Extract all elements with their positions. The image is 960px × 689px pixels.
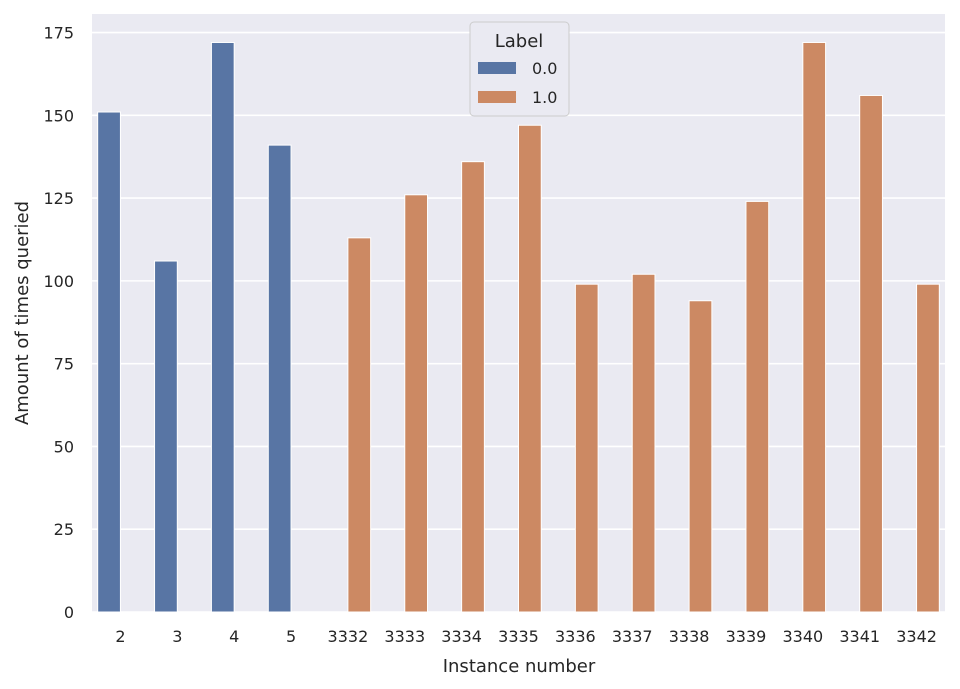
y-tick-label: 75	[54, 355, 74, 374]
legend-title: Label	[495, 31, 544, 52]
bar-3334	[461, 161, 485, 613]
bar-3340	[802, 41, 827, 613]
x-tick-label: 3341	[839, 627, 880, 646]
x-tick-label: 2	[115, 627, 125, 646]
x-tick-label: 3333	[384, 627, 425, 646]
bar-2	[97, 111, 121, 613]
x-tick-label: 3340	[782, 627, 823, 646]
x-tick-label: 4	[229, 627, 239, 646]
bar-3333	[404, 194, 429, 613]
x-tick-label: 3338	[669, 627, 710, 646]
y-tick-label: 100	[43, 272, 74, 291]
y-tick-label: 150	[43, 106, 74, 125]
bar-series	[97, 41, 940, 613]
bar-4	[210, 41, 235, 613]
x-tick-label: 3336	[555, 627, 596, 646]
y-tick-label: 175	[43, 24, 74, 43]
x-tick-labels: 2 3 4 5 3332 3333 3334 3335 3336 3337 3338 3339 3340…	[115, 627, 937, 646]
y-tick-label: 25	[54, 520, 74, 539]
legend-swatch-0	[478, 62, 516, 74]
bar-3339	[745, 200, 770, 613]
x-tick-label: 3342	[896, 627, 937, 646]
y-tick-label: 125	[43, 189, 74, 208]
bar-5	[267, 144, 292, 613]
x-tick-label: 3	[172, 627, 182, 646]
bar-3338	[688, 300, 713, 613]
bar-3336	[574, 283, 599, 613]
bar-3332	[347, 237, 372, 613]
legend: Label 0.0 1.0	[469, 21, 570, 117]
legend-label-1: 1.0	[532, 88, 557, 107]
bar-3	[154, 260, 178, 613]
bar-3337	[631, 273, 656, 613]
x-tick-label: 3335	[498, 627, 539, 646]
bar-3341	[859, 94, 883, 613]
y-tick-labels: 0 25 50 75 100 125 150 175	[43, 24, 74, 622]
bar-3342	[916, 283, 940, 613]
x-tick-label: 3334	[441, 627, 482, 646]
y-tick-label: 50	[54, 437, 74, 456]
x-axis-label: Instance number	[443, 656, 596, 677]
y-tick-label: 0	[64, 603, 74, 622]
legend-label-0: 0.0	[532, 59, 557, 78]
bar-3335	[518, 124, 542, 613]
x-tick-label: 3339	[726, 627, 767, 646]
x-tick-label: 5	[286, 627, 296, 646]
legend-swatch-1	[478, 91, 516, 103]
x-tick-label: 3332	[328, 627, 369, 646]
x-tick-label: 3337	[612, 627, 653, 646]
y-axis-label: Amount of times queried	[12, 201, 33, 425]
